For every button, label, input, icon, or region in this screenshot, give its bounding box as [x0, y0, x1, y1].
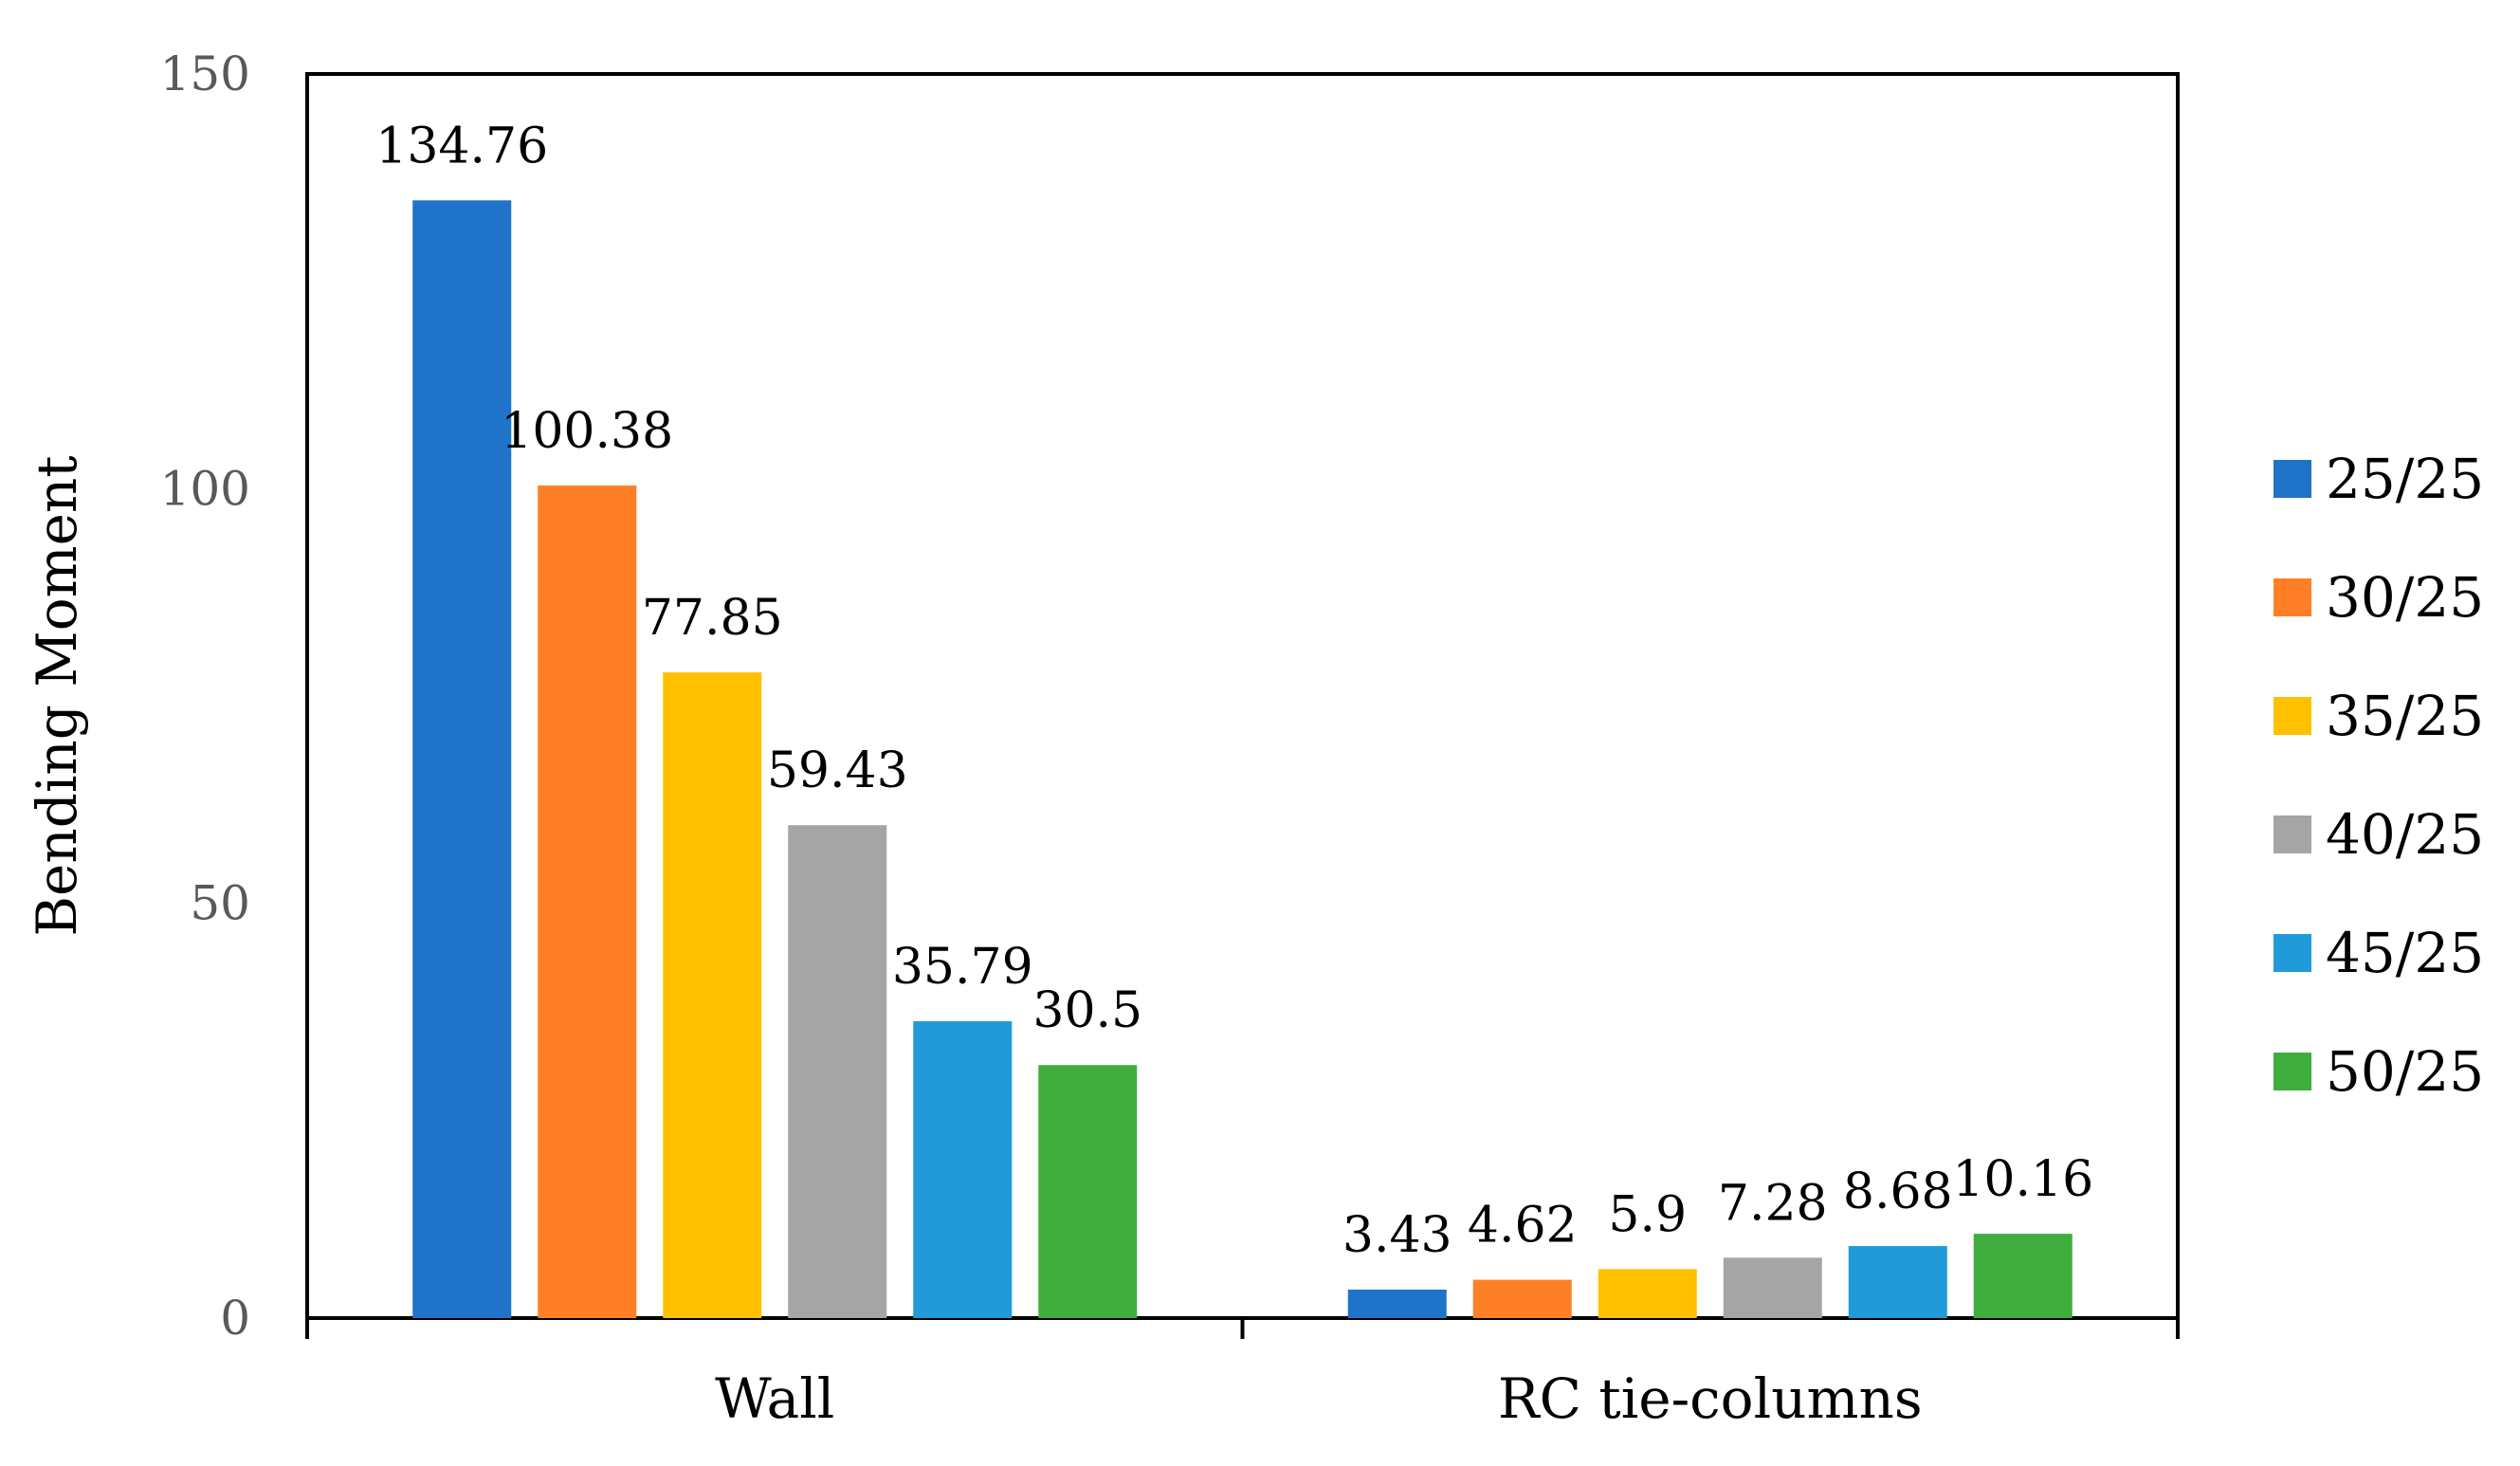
legend-label: 40/25	[2326, 802, 2484, 867]
bar-30-25-wall	[538, 486, 637, 1318]
x-category-label: RC tie-columns	[1498, 1366, 1923, 1431]
legend: 25/25 30/25 35/25 40/25 45/25 50/25	[2273, 447, 2484, 1104]
data-label: 59.43	[767, 742, 908, 799]
legend-swatch	[2273, 578, 2311, 616]
data-label: 134.76	[375, 118, 548, 174]
bar-40-25-wall	[788, 825, 887, 1318]
legend-swatch	[2273, 460, 2311, 498]
data-label: 5.9	[1608, 1186, 1687, 1243]
legend-label: 25/25	[2326, 447, 2484, 511]
data-label: 8.68	[1843, 1164, 1953, 1220]
data-label: 30.5	[1032, 982, 1142, 1039]
bar-35-25-rc-tie-columns	[1598, 1269, 1697, 1318]
data-label: 4.62	[1468, 1198, 1578, 1255]
legend-label: 35/25	[2326, 684, 2484, 748]
bar-30-25-rc-tie-columns	[1472, 1279, 1572, 1318]
bar-35-25-wall	[663, 672, 762, 1318]
legend-swatch	[2273, 1053, 2311, 1090]
legend-swatch	[2273, 697, 2311, 735]
y-tick-label: 0	[220, 1291, 250, 1346]
y-tick-label: 100	[160, 461, 250, 516]
data-label: 35.79	[892, 939, 1033, 996]
x-category-label: Wall	[715, 1366, 834, 1431]
data-label: 77.85	[642, 590, 783, 647]
bar-50-25-wall	[1038, 1065, 1138, 1318]
bar-25-25-wall	[412, 200, 512, 1318]
data-label: 100.38	[501, 403, 673, 460]
legend-swatch	[2273, 934, 2311, 972]
bar-25-25-rc-tie-columns	[1347, 1289, 1447, 1318]
data-label: 10.16	[1952, 1151, 2093, 1208]
bars	[412, 200, 2073, 1318]
bar-45-25-wall	[913, 1020, 1013, 1318]
y-tick-label: 50	[190, 876, 250, 931]
legend-label: 50/25	[2326, 1039, 2484, 1104]
bar-40-25-rc-tie-columns	[1723, 1257, 1822, 1318]
legend-swatch	[2273, 815, 2311, 853]
data-label: 7.28	[1718, 1175, 1828, 1232]
bar-50-25-rc-tie-columns	[1973, 1234, 2073, 1318]
data-label: 3.43	[1342, 1207, 1452, 1264]
bar-45-25-rc-tie-columns	[1848, 1246, 1947, 1318]
legend-label: 45/25	[2326, 921, 2484, 985]
y-tick-label: 150	[160, 46, 250, 101]
legend-label: 30/25	[2326, 565, 2484, 630]
y-axis-title: Bending Moment	[25, 455, 89, 936]
axes: 0 50 100 150 Bending Moment Wall RC tie-column…	[25, 46, 2180, 1431]
